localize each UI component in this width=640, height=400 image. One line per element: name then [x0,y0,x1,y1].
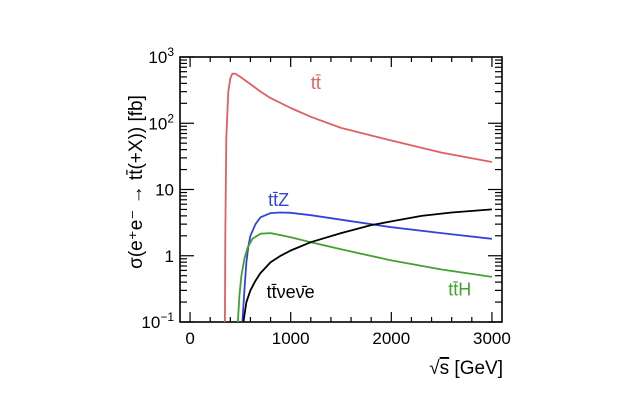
y-tick-label: 1 [165,247,174,266]
series-labels: tt̄ tt̄Z tt̄H tt̄νeν̄e [267,73,472,302]
x-axis-label: √s [GeV] [429,358,503,379]
x-tick-label: 2000 [372,329,410,348]
x-axis-label-var: s [440,358,450,379]
series-label-tt̄H: tt̄H [448,280,471,300]
series-line-tt̄ [224,72,493,323]
series-line-tt̄νeν̄e [242,208,492,323]
y-tick-label: 10 [155,181,174,200]
y-tick-label: 10−1 [141,310,174,332]
series-label-tt̄Z: tt̄Z [268,190,289,210]
y-axis-label: σ(e⁺e⁻ → tt̄(+X)) [fb] [126,95,147,269]
x-axis-label-unit: [GeV] [449,358,503,379]
y-tick-label: 103 [148,45,174,67]
x-axis: 0 1000 2000 3000 [185,57,511,348]
series-layer [224,72,493,323]
x-tick-label: 3000 [473,329,511,348]
y-tick-label: 102 [148,111,174,133]
x-tick-label: 0 [185,329,194,348]
series-label-tt̄νeν̄e: tt̄νeν̄e [267,282,315,302]
x-tick-label: 1000 [272,329,310,348]
series-line-tt̄H [237,232,493,323]
x-axis-label-sqrt: √ [429,358,440,379]
y-axis: 10−1 1 10 102 103 [141,45,502,332]
series-label-tt̄: tt̄ [311,73,321,93]
series-line-tt̄Z [241,211,493,323]
